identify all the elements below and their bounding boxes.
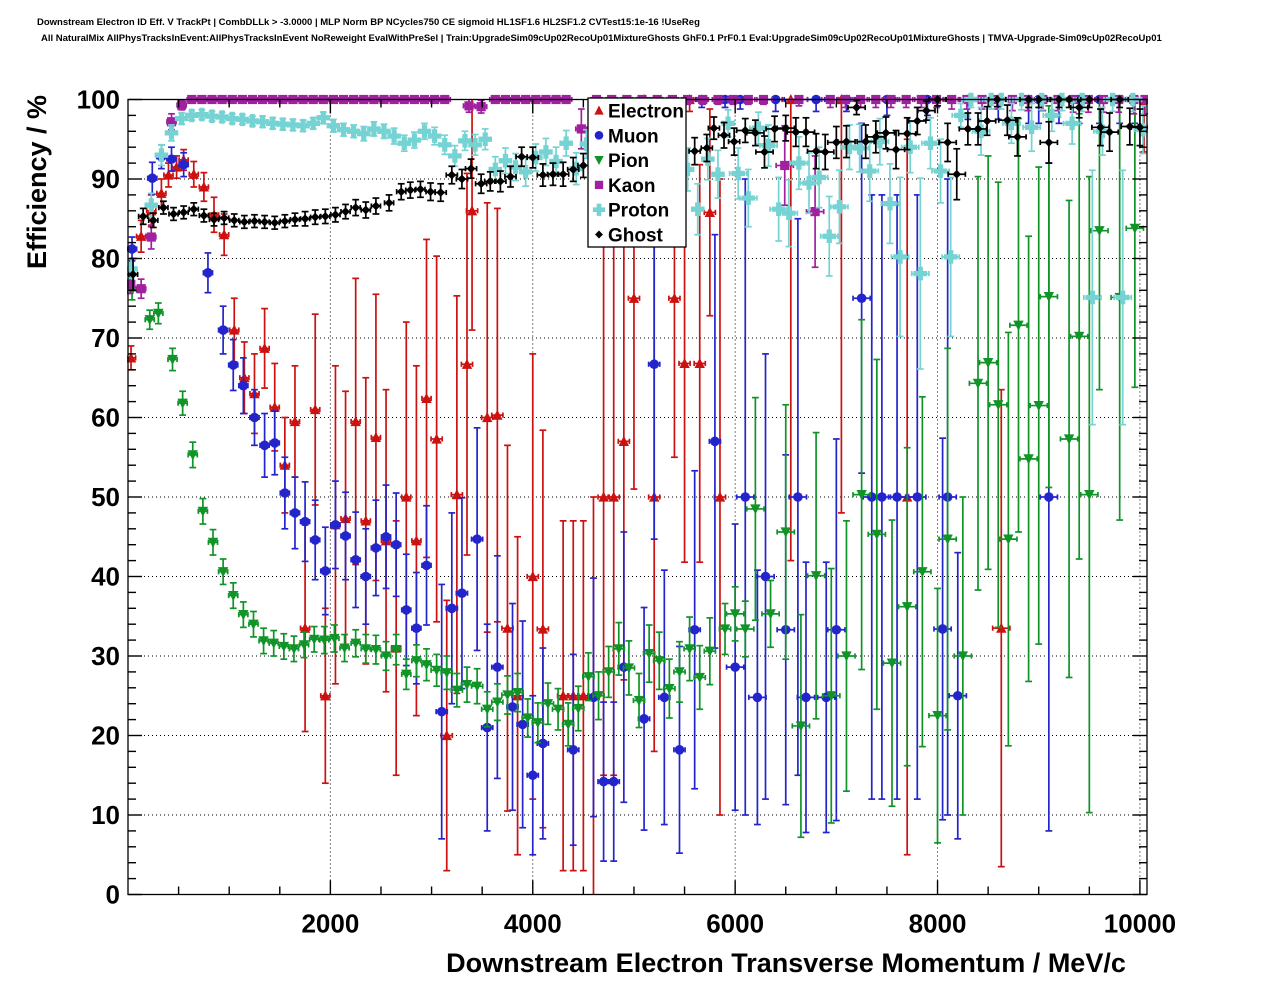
svg-text:100: 100 [77,85,120,115]
legend-item-electron: Electron [594,102,684,123]
svg-text:10: 10 [91,800,120,830]
svg-text:40: 40 [91,562,120,592]
svg-text:70: 70 [91,323,120,353]
svg-text:4000: 4000 [504,909,562,939]
x-axis-title: Downstream Electron Transverse Momentum … [446,948,1126,978]
svg-text:80: 80 [91,244,120,274]
svg-text:30: 30 [91,641,120,671]
svg-text:10000: 10000 [1104,909,1176,939]
legend-item-proton: Proton [592,201,669,222]
svg-text:0: 0 [106,880,120,910]
legend-item-pion: Pion [594,151,649,172]
legend-label-proton: Proton [608,201,669,222]
svg-text:8000: 8000 [909,909,967,939]
legend-item-kaon: Kaon [594,176,656,197]
legend-label-muon: Muon [608,126,659,147]
svg-text:20: 20 [91,721,120,751]
y-axis-tick-labels: 0 10 20 30 40 50 60 70 80 90 100 [77,85,120,910]
plot-title-line2: All NaturalMix AllPhysTracksInEvent:AllP… [41,33,1162,44]
legend-label-kaon: Kaon [608,176,656,197]
legend-item-muon: Muon [594,126,659,147]
svg-text:60: 60 [91,403,120,433]
svg-text:50: 50 [91,482,120,512]
legend-label-ghost: Ghost [608,226,664,247]
legend: Electron Muon Pion Kaon Proton Ghost [587,97,687,248]
gridlines [128,99,1147,895]
svg-text:2000: 2000 [301,909,359,939]
svg-text:90: 90 [91,164,120,194]
legend-box [587,97,687,248]
x-axis-tick-labels: 2000 4000 6000 8000 10000 [301,909,1176,939]
svg-text:6000: 6000 [706,909,764,939]
plot-title-line1: Downstream Electron ID Eff. V TrackPt | … [37,17,700,28]
axis-titles: Downstream Electron Transverse Momentum … [22,95,1126,978]
legend-label-pion: Pion [608,151,649,172]
axis-ticks [128,98,1147,896]
legend-label-electron: Electron [608,102,684,123]
y-axis-title: Efficiency / % [22,95,52,269]
legend-item-ghost: Ghost [595,226,664,247]
series-pion [127,99,1145,844]
